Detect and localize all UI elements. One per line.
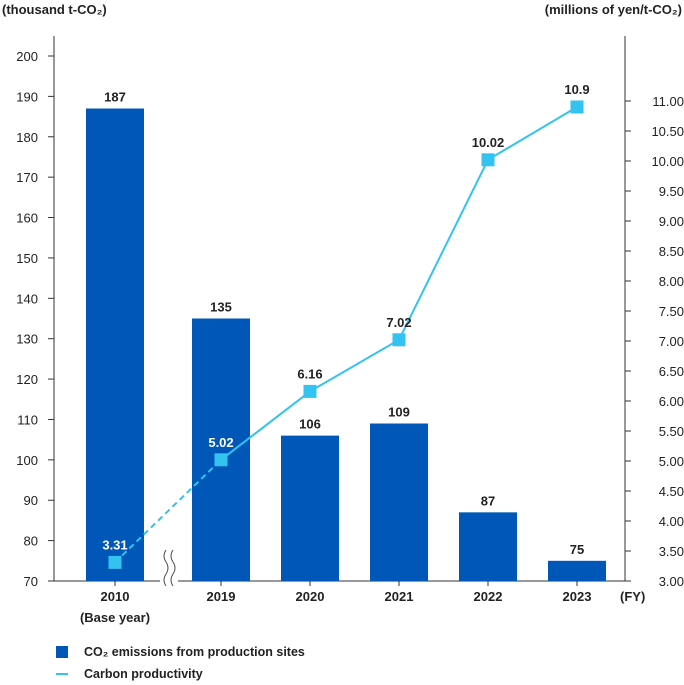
x-axis-unit: (FY)	[620, 589, 645, 604]
right-tick-label: 8.00	[659, 274, 684, 289]
line-segment	[309, 338, 400, 393]
right-tick-label: 6.50	[659, 364, 684, 379]
point-value-label: 5.02	[208, 435, 233, 450]
left-tick-label: 190	[16, 89, 38, 104]
x-tick-sublabel: (Base year)	[80, 610, 150, 625]
left-tick-label: 90	[24, 493, 38, 508]
axis-break-mark	[160, 548, 178, 588]
point-value-labels: 3.31 5.02 6.16 7.02 10.02 10.9	[102, 82, 589, 552]
x-axis-ticks: 2010 (Base year) 2019 2020 2021 2022 2023	[80, 581, 592, 625]
left-tick-label: 180	[16, 130, 38, 145]
right-tick-label: 4.00	[659, 514, 684, 529]
left-tick-label: 160	[16, 211, 38, 226]
bar	[86, 108, 144, 581]
bar-series	[86, 108, 606, 581]
legend-item-line: Carbon productivity	[56, 663, 305, 685]
bar	[281, 435, 339, 581]
right-axis-ticks: 3.00 3.50 4.00 4.50 5.00 5.50 6.00 6.50 7.00 7.50…	[625, 94, 684, 589]
left-tick-label: 130	[16, 332, 38, 347]
right-tick-label: 7.50	[659, 304, 684, 319]
legend-bar-swatch	[56, 646, 68, 658]
point-value-label: 10.02	[472, 135, 505, 150]
right-axis-unit: (millions of yen/t-CO₂)	[545, 2, 682, 17]
left-tick-label: 150	[16, 251, 38, 266]
bar-value-label: 109	[388, 405, 410, 420]
line-segment	[220, 390, 311, 461]
right-tick-label: 9.00	[659, 214, 684, 229]
point-value-label: 3.31	[102, 537, 127, 552]
x-tick-label: 2021	[385, 589, 414, 604]
left-tick-label: 70	[24, 574, 38, 589]
left-tick-label: 200	[16, 49, 38, 64]
right-tick-label: 7.00	[659, 334, 684, 349]
x-tick-label: 2019	[207, 589, 236, 604]
legend-line-swatch	[56, 673, 68, 675]
left-axis-unit: (thousand t-CO₂)	[2, 2, 107, 17]
line-point-marker	[214, 453, 228, 467]
x-tick-label: 2010	[101, 589, 130, 604]
line-point-marker	[108, 555, 122, 569]
right-tick-label: 5.50	[659, 424, 684, 439]
line-point-marker	[303, 384, 317, 398]
left-tick-label: 100	[16, 453, 38, 468]
bar-value-label: 87	[481, 493, 495, 508]
line-point-marker	[392, 333, 406, 347]
left-tick-label: 140	[16, 291, 38, 306]
line-series	[108, 100, 584, 569]
legend-line-label: Carbon productivity	[84, 667, 203, 681]
left-axis-ticks: 70 80 90 100 110 120 130 140 150 160 170 180 190 200	[16, 49, 54, 589]
bar-value-label: 106	[299, 417, 321, 432]
x-tick-label: 2022	[474, 589, 503, 604]
point-value-label: 6.16	[297, 366, 322, 381]
line-segment	[487, 106, 578, 161]
right-tick-label: 3.50	[659, 544, 684, 559]
line-point-marker	[570, 100, 584, 114]
bar	[370, 423, 428, 581]
point-value-label: 10.9	[564, 82, 589, 97]
bar-value-labels: 187 135 106 109 87 75	[104, 90, 584, 557]
bar-value-label: 135	[210, 300, 232, 315]
chart-canvas: (thousand t-CO₂) (millions of yen/t-CO₂)…	[2, 2, 684, 625]
right-tick-label: 10.50	[651, 124, 684, 139]
line-segment	[398, 159, 489, 341]
x-tick-label: 2020	[296, 589, 325, 604]
left-tick-label: 80	[24, 534, 38, 549]
right-tick-label: 6.00	[659, 394, 684, 409]
right-tick-label: 4.50	[659, 484, 684, 499]
line-segment	[114, 459, 222, 564]
legend: CO₂ emissions from production sites Carb…	[56, 641, 305, 685]
bar	[192, 318, 250, 581]
right-tick-label: 9.50	[659, 184, 684, 199]
bar	[548, 560, 606, 581]
right-tick-label: 11.00	[652, 94, 684, 109]
point-value-label: 7.02	[386, 315, 411, 330]
right-tick-label: 3.00	[659, 574, 684, 589]
right-tick-label: 5.00	[659, 454, 684, 469]
legend-item-bar: CO₂ emissions from production sites	[56, 641, 305, 663]
right-tick-label: 10.00	[651, 154, 684, 169]
bar	[459, 512, 517, 581]
bar-value-label: 187	[104, 90, 126, 105]
line-point-marker	[481, 153, 495, 167]
left-tick-label: 110	[17, 412, 38, 427]
legend-bar-label: CO₂ emissions from production sites	[84, 645, 305, 659]
x-tick-label: 2023	[563, 589, 592, 604]
left-tick-label: 120	[16, 372, 38, 387]
bar-value-label: 75	[570, 542, 584, 557]
left-tick-label: 170	[16, 170, 38, 185]
right-tick-label: 8.50	[659, 244, 684, 259]
